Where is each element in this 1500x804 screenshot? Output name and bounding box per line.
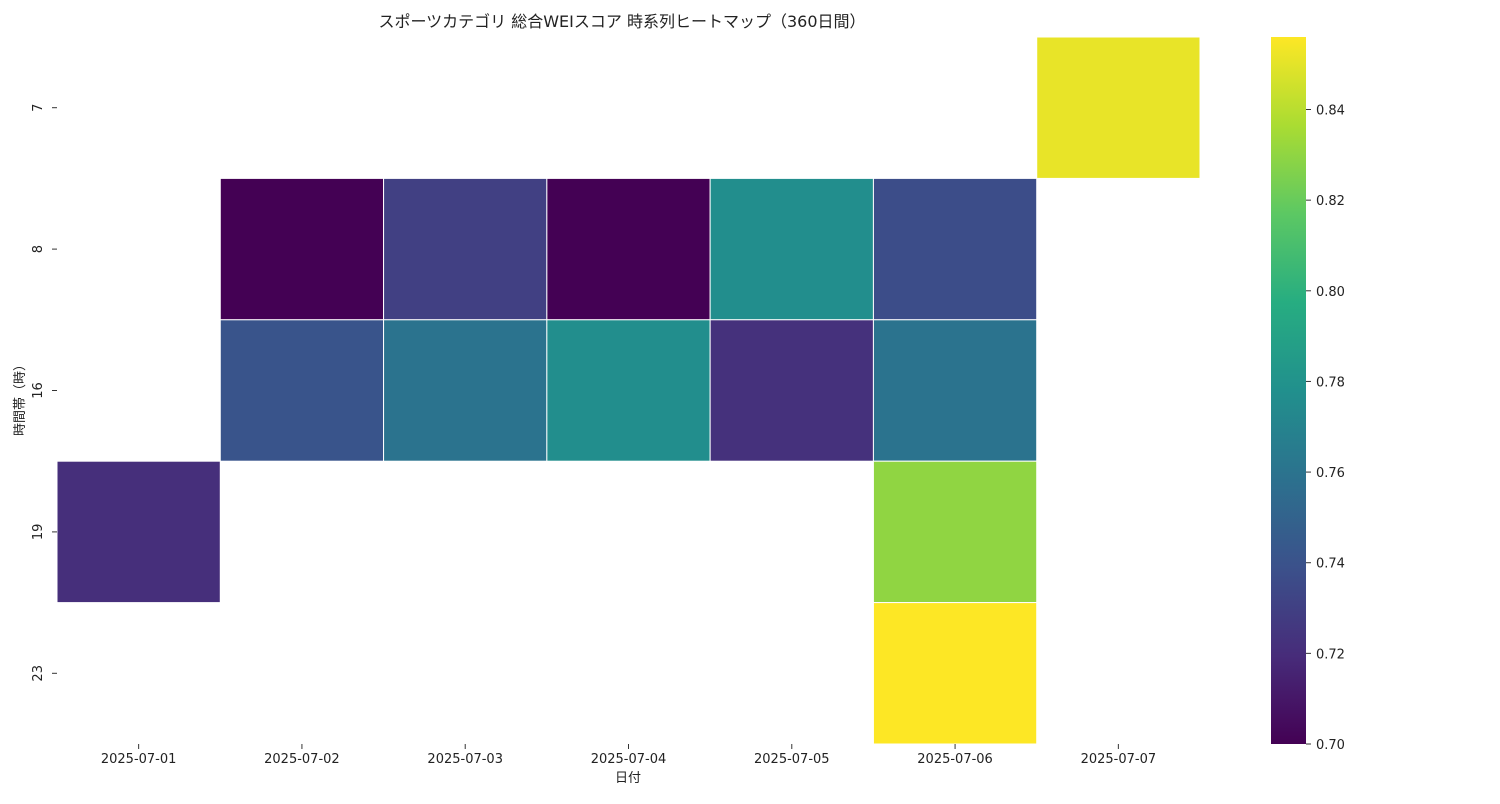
x-tick-label: 2025-07-01 <box>101 752 177 767</box>
x-tick-label: 2025-07-05 <box>754 752 830 767</box>
x-tick-label: 2025-07-03 <box>427 752 503 767</box>
heatmap-cell <box>56 460 221 604</box>
heatmap-cells <box>56 36 1201 745</box>
y-tick-label: 8 <box>31 245 46 253</box>
y-tick-label: 7 <box>31 104 46 112</box>
heatmap-cell <box>1036 36 1201 179</box>
x-axis-label: 日付 <box>615 771 641 786</box>
colorbar-tick-label: 0.78 <box>1316 375 1345 390</box>
chart-title: スポーツカテゴリ 総合WEIスコア 時系列ヒートマップ（360日間） <box>378 12 865 31</box>
heatmap-cell <box>383 177 548 321</box>
heatmap-cell <box>872 319 1038 462</box>
x-tick-label: 2025-07-07 <box>1081 752 1157 767</box>
colorbar-tick-label: 0.74 <box>1316 557 1345 572</box>
heatmap-cell <box>219 177 385 321</box>
colorbar: 0.70 0.72 0.74 0.76 0.78 0.80 0.82 0.84 <box>1271 37 1345 753</box>
colorbar-gradient <box>1271 37 1306 744</box>
x-tick-label: 2025-07-06 <box>917 752 993 767</box>
x-axis-ticks: 2025-07-01 2025-07-02 2025-07-03 2025-07-04… <box>101 744 1156 767</box>
y-tick-label: 23 <box>31 665 46 682</box>
y-axis-label: 時間帯（時） <box>13 358 28 436</box>
heatmap-cell <box>709 177 874 321</box>
x-tick-label: 2025-07-02 <box>264 752 340 767</box>
heatmap-cell <box>709 319 874 462</box>
heatmap-cell <box>546 319 711 462</box>
colorbar-tick-label: 0.72 <box>1316 647 1345 662</box>
heatmap-cell <box>872 460 1038 604</box>
heatmap-cell <box>383 319 548 462</box>
heatmap-cell <box>872 602 1038 745</box>
y-axis-ticks: 7 8 16 19 23 <box>31 104 57 682</box>
colorbar-tick-label: 0.80 <box>1316 285 1345 300</box>
y-tick-label: 16 <box>31 382 46 399</box>
x-tick-label: 2025-07-04 <box>591 752 667 767</box>
y-tick-label: 19 <box>31 524 46 541</box>
heatmap-cell <box>546 177 711 321</box>
heatmap-cell <box>219 319 385 462</box>
colorbar-tick-label: 0.84 <box>1316 104 1345 119</box>
colorbar-tick-label: 0.76 <box>1316 466 1345 481</box>
colorbar-tick-label: 0.70 <box>1316 738 1345 753</box>
colorbar-tick-label: 0.82 <box>1316 194 1345 209</box>
heatmap-cell <box>872 177 1038 321</box>
